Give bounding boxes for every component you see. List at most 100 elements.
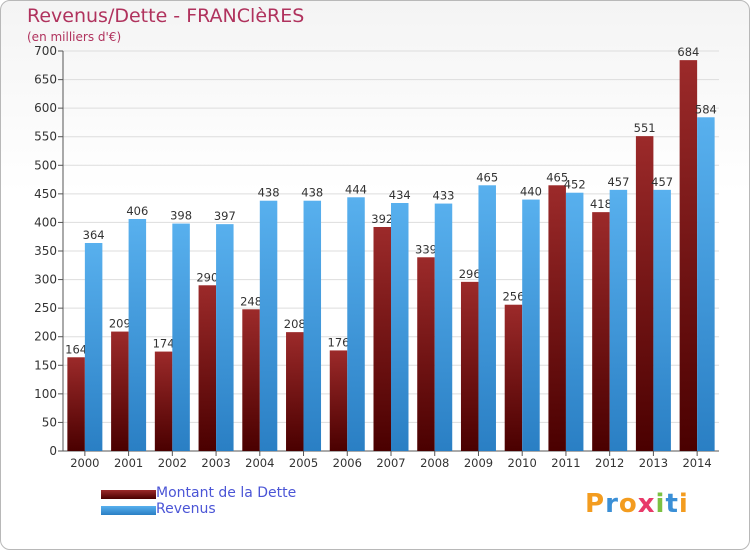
data-label-revenus: 457 [607, 175, 629, 189]
data-label-dette: 164 [65, 342, 87, 356]
chart-subtitle: (en milliers d'€) [27, 30, 122, 44]
bar-dette [373, 227, 391, 451]
bar-dette [67, 357, 85, 451]
logo-letter: o [618, 489, 638, 519]
data-label-dette: 418 [590, 197, 612, 211]
y-tick-label: 0 [49, 444, 57, 458]
data-label-revenus: 398 [170, 209, 192, 223]
logo-letter: i [655, 489, 666, 519]
bar-dette [417, 257, 435, 451]
bar-dette [504, 304, 523, 451]
bar-dette [635, 136, 654, 451]
data-label-dette: 290 [196, 270, 218, 284]
x-tick-label: 2006 [333, 456, 362, 470]
legend-label-debt: Montant de la Dette [156, 485, 297, 501]
bar-revenus [303, 200, 322, 451]
logo-letter: x [637, 489, 656, 519]
y-tick-label: 550 [34, 130, 57, 144]
bar-revenus [697, 117, 715, 452]
x-tick-label: 2014 [682, 456, 711, 470]
bar-dette [329, 350, 348, 451]
bar-revenus [347, 197, 365, 451]
x-tick-label: 2011 [551, 456, 580, 470]
bar-revenus [216, 224, 234, 451]
logo-letter: r [605, 489, 619, 519]
proxiti-logo: Proxiti [585, 489, 689, 519]
bar-dette [154, 351, 173, 451]
data-label-revenus: 438 [301, 186, 323, 200]
data-label-revenus: 452 [564, 178, 586, 192]
bar-dette [460, 281, 479, 451]
y-tick-label: 500 [34, 158, 57, 172]
logo-letter: t [665, 489, 679, 519]
x-tick-label: 2009 [464, 456, 493, 470]
bar-revenus [391, 203, 409, 451]
data-label-dette: 551 [634, 121, 656, 135]
data-label-revenus: 444 [345, 182, 367, 196]
x-tick-label: 2013 [639, 456, 668, 470]
x-tick-label: 2000 [70, 456, 99, 470]
x-tick-label: 2004 [245, 456, 274, 470]
y-tick-label: 50 [42, 415, 57, 429]
data-label-revenus: 457 [651, 175, 673, 189]
data-label-dette: 209 [109, 317, 131, 331]
bar-revenus [478, 185, 496, 452]
data-label-revenus: 397 [214, 209, 236, 223]
bar-revenus [609, 189, 628, 451]
bar-dette [111, 331, 129, 451]
data-label-dette: 176 [328, 335, 350, 349]
data-label-dette: 684 [677, 45, 699, 59]
bar-revenus [172, 223, 190, 451]
bar-revenus [259, 200, 278, 451]
bar-revenus [128, 219, 147, 451]
y-tick-label: 350 [34, 244, 57, 258]
y-tick-label: 400 [34, 215, 57, 229]
bar-dette [198, 285, 217, 451]
x-tick-label: 2001 [114, 456, 143, 470]
logo-letter: i [678, 489, 689, 519]
data-label-revenus: 434 [389, 188, 411, 202]
y-tick-label: 700 [34, 44, 57, 58]
chart-title: Revenus/Dette - FRANClèRES [27, 5, 305, 27]
logo-letter: P [585, 489, 606, 519]
bar-dette [286, 332, 304, 451]
x-tick-label: 2002 [158, 456, 187, 470]
x-tick-label: 2010 [508, 456, 537, 470]
bar-dette [242, 309, 260, 451]
y-tick-label: 450 [34, 187, 57, 201]
data-label-revenus: 440 [520, 185, 542, 199]
x-tick-label: 2012 [595, 456, 624, 470]
x-tick-label: 2008 [420, 456, 449, 470]
legend-swatch-debt [101, 490, 156, 499]
data-label-dette: 392 [371, 212, 393, 226]
bar-dette [592, 212, 610, 451]
data-label-dette: 174 [153, 337, 175, 351]
y-tick-label: 300 [34, 273, 57, 287]
data-label-dette: 339 [415, 242, 437, 256]
y-tick-label: 600 [34, 101, 57, 115]
x-tick-label: 2005 [289, 456, 318, 470]
data-label-revenus: 406 [126, 204, 148, 218]
x-tick-label: 2007 [376, 456, 405, 470]
bar-revenus [84, 243, 103, 451]
data-label-revenus: 433 [433, 189, 455, 203]
data-label-dette: 256 [502, 290, 524, 304]
data-label-revenus: 438 [258, 186, 280, 200]
bar-revenus [653, 189, 671, 451]
bar-dette [548, 185, 566, 452]
data-label-dette: 208 [284, 317, 306, 331]
data-label-revenus: 364 [83, 228, 105, 242]
bar-revenus [522, 199, 540, 451]
data-label-revenus: 584 [695, 102, 717, 116]
legend-label-revenus: Revenus [156, 501, 216, 517]
bar-revenus [565, 192, 584, 451]
y-tick-label: 100 [34, 387, 57, 401]
data-label-revenus: 465 [476, 170, 498, 184]
y-tick-label: 150 [34, 358, 57, 372]
bar-dette [679, 60, 698, 452]
y-tick-label: 650 [34, 73, 57, 87]
y-tick-label: 200 [34, 330, 57, 344]
x-tick-label: 2003 [201, 456, 230, 470]
